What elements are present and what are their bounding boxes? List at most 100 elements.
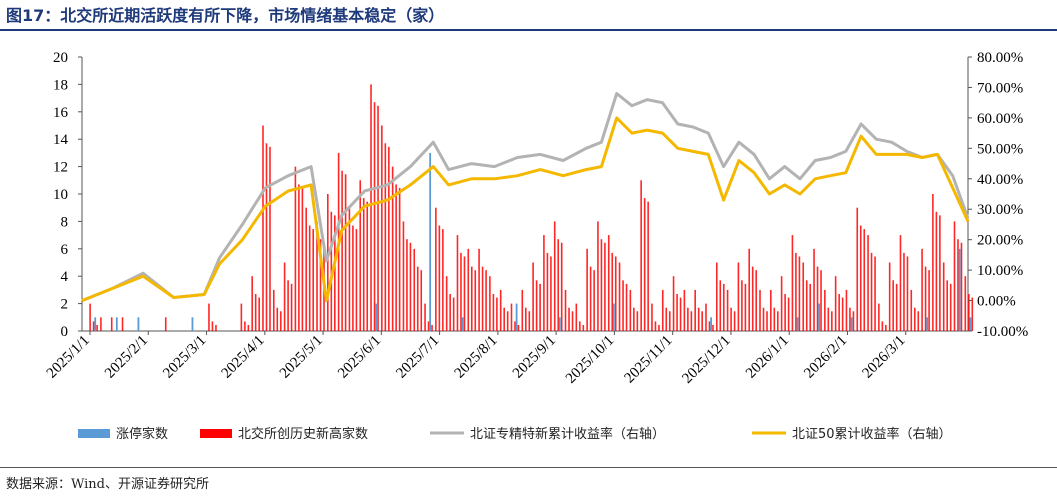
x-tick-label: 2025/6/1 — [335, 333, 384, 382]
new-high-bar — [719, 280, 722, 331]
limit-up-bar — [558, 317, 561, 331]
x-tick-label: 2025/7/1 — [393, 333, 442, 382]
new-high-bar — [269, 146, 271, 331]
legend-specialized-label: 北证专精特新累计收益率（右轴） — [470, 426, 665, 442]
new-high-bar — [733, 311, 736, 331]
new-high-bar — [557, 239, 560, 331]
x-tick-label: 2025/8/1 — [452, 333, 501, 382]
new-high-bar — [262, 125, 264, 331]
new-high-bar — [492, 294, 495, 331]
new-high-bar — [622, 280, 624, 331]
new-high-bar — [748, 248, 751, 331]
new-high-bar — [301, 187, 304, 331]
left-tick-label: 18 — [53, 77, 68, 93]
new-high-bar — [539, 283, 541, 331]
left-tick-label: 14 — [53, 132, 69, 148]
new-high-bar — [478, 248, 480, 331]
new-high-bar — [499, 289, 502, 331]
new-high-bar — [640, 180, 642, 331]
new-high-bar — [654, 321, 657, 331]
new-high-bar — [341, 170, 343, 331]
new-high-bar — [777, 311, 779, 331]
right-tick-label: -10.00% — [977, 324, 1028, 340]
new-high-bar — [503, 307, 505, 331]
new-high-bar — [525, 307, 527, 331]
x-tick-label: 2026/1/1 — [743, 333, 792, 382]
new-high-bar — [240, 303, 243, 331]
new-high-bar — [445, 276, 448, 331]
new-high-bar — [679, 297, 682, 331]
new-high-bar — [600, 239, 603, 331]
new-high-bar — [715, 262, 718, 331]
new-high-bar — [701, 311, 703, 331]
new-high-bar — [589, 266, 592, 331]
new-high-bar — [687, 307, 689, 331]
new-high-bar — [384, 143, 387, 331]
x-tick-label: 2025/5/1 — [277, 333, 326, 382]
new-high-bar — [276, 307, 279, 331]
limit-up-bar — [115, 317, 118, 331]
new-high-bar — [316, 221, 318, 331]
new-high-bar — [215, 324, 217, 331]
new-high-bar — [355, 229, 358, 331]
new-high-bar — [744, 283, 747, 331]
new-high-bar — [795, 252, 797, 331]
new-high-bar — [593, 270, 595, 331]
limit-up-bar — [796, 317, 799, 331]
right-tick-label: 60.00% — [977, 111, 1023, 127]
new-high-bar — [413, 248, 416, 331]
x-tick-label: 2025/2/1 — [102, 333, 151, 382]
new-high-bar — [290, 283, 293, 331]
new-high-bar — [766, 311, 768, 331]
left-tick-label: 16 — [53, 105, 69, 121]
new-high-bar — [672, 276, 675, 331]
new-high-bar — [726, 289, 729, 331]
new-high-bar — [816, 266, 819, 331]
right-tick-label: 70.00% — [977, 80, 1023, 96]
new-high-bar — [582, 324, 585, 331]
new-high-bar — [917, 311, 920, 331]
new-high-bar — [597, 221, 599, 331]
left-tick-label: 8 — [61, 214, 69, 230]
right-tick-label: 20.00% — [977, 233, 1023, 249]
new-high-bar — [427, 321, 430, 331]
new-high-bar — [899, 235, 902, 331]
new-high-bar — [805, 280, 808, 331]
new-high-bar — [546, 252, 549, 331]
limit-up-bar — [926, 317, 929, 331]
new-high-bar — [352, 225, 354, 331]
new-high-bar — [359, 180, 362, 331]
new-high-bar — [96, 324, 98, 331]
left-tick-label: 12 — [53, 160, 68, 176]
new-high-bar — [560, 242, 563, 331]
right-tick-label: 50.00% — [977, 141, 1023, 157]
new-high-bar — [791, 235, 794, 331]
new-high-bar — [856, 207, 859, 331]
new-high-bar — [841, 297, 844, 331]
new-high-bar — [780, 276, 783, 331]
x-tick-label: 2025/11/1 — [622, 333, 676, 387]
new-high-bar — [953, 221, 956, 331]
new-high-bar — [928, 270, 930, 331]
legend-limit-up-swatch — [78, 429, 110, 438]
new-high-bar — [932, 194, 934, 331]
new-high-bar — [722, 283, 725, 331]
new-high-bar — [312, 229, 315, 331]
new-high-bar — [553, 221, 556, 331]
new-high-bar — [402, 221, 405, 331]
new-high-bar — [406, 239, 408, 331]
left-tick-label: 10 — [53, 187, 68, 203]
new-high-bar — [870, 252, 873, 331]
new-high-bar — [287, 280, 289, 331]
limit-up-bar — [710, 317, 712, 331]
new-high-bar — [971, 297, 974, 331]
new-high-bar — [460, 252, 462, 331]
new-high-bar — [863, 229, 866, 331]
new-high-bar — [665, 307, 668, 331]
index-lines — [81, 92, 970, 303]
new-high-bar — [377, 105, 379, 331]
new-high-bar — [438, 225, 441, 331]
new-high-bar — [838, 294, 840, 331]
new-high-bar — [564, 289, 567, 331]
new-high-bar — [373, 102, 376, 332]
